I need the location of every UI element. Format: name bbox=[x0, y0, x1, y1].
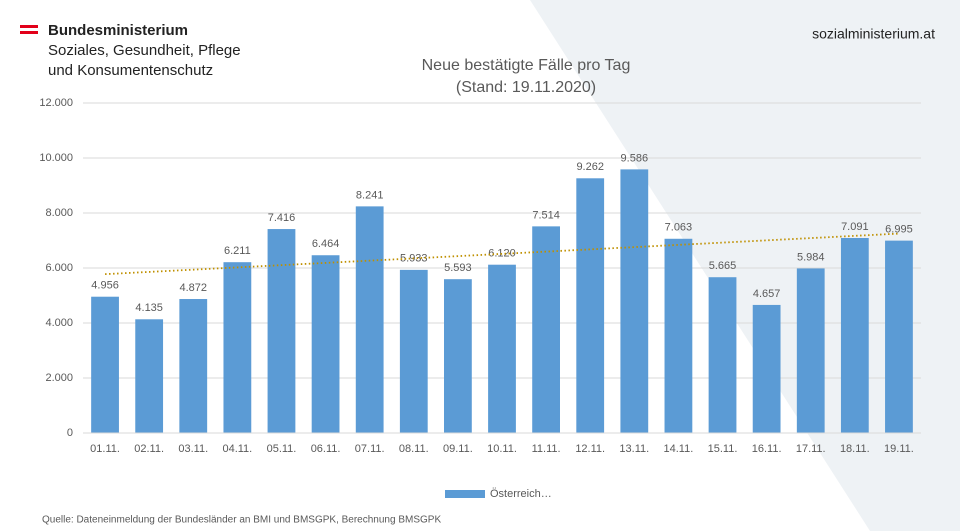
x-tick-label: 15.11. bbox=[708, 443, 738, 455]
bar bbox=[620, 169, 649, 433]
x-tick-label: 16.11. bbox=[752, 443, 782, 455]
x-tick-label: 09.11. bbox=[443, 443, 473, 455]
chart-title: Neue bestätigte Fälle pro Tag bbox=[422, 57, 631, 74]
x-tick-label: 08.11. bbox=[399, 443, 429, 455]
bar bbox=[267, 229, 296, 433]
x-tick-label: 02.11. bbox=[134, 443, 164, 455]
y-tick-label: 8.000 bbox=[45, 207, 73, 219]
bar bbox=[355, 206, 384, 433]
value-label: 8.241 bbox=[356, 189, 384, 201]
trend-line bbox=[105, 232, 899, 276]
x-tick-label: 06.11. bbox=[311, 443, 341, 455]
value-label: 4.956 bbox=[91, 280, 119, 292]
y-tick-label: 4.000 bbox=[45, 317, 73, 329]
x-tick-label: 13.11. bbox=[619, 443, 649, 455]
bar bbox=[708, 277, 737, 433]
bar bbox=[532, 226, 560, 433]
x-tick-label: 12.11. bbox=[575, 443, 605, 455]
y-tick-label: 10.000 bbox=[39, 152, 73, 164]
bar bbox=[488, 264, 516, 433]
x-tick-label: 19.11. bbox=[884, 443, 914, 455]
value-label: 5.593 bbox=[444, 262, 472, 274]
bar bbox=[91, 296, 119, 433]
value-label: 4.135 bbox=[135, 302, 163, 314]
value-label: 4.657 bbox=[753, 288, 781, 300]
x-tick-label: 18.11. bbox=[840, 443, 870, 455]
value-label: 7.416 bbox=[268, 212, 296, 224]
x-tick-label: 07.11. bbox=[355, 443, 385, 455]
y-tick-label: 0 bbox=[67, 427, 73, 439]
x-tick-label: 01.11. bbox=[90, 443, 120, 455]
x-tick-label: 10.11. bbox=[487, 443, 517, 455]
logo-flag bbox=[20, 25, 38, 28]
value-label: 5.665 bbox=[709, 260, 737, 272]
value-label: 9.586 bbox=[621, 152, 649, 164]
bar bbox=[223, 262, 252, 433]
x-tick-label: 17.11. bbox=[796, 443, 826, 455]
bar bbox=[752, 304, 781, 433]
ministry-name: Soziales, Gesundheit, Pflege bbox=[48, 42, 241, 59]
value-label: 4.872 bbox=[179, 282, 207, 294]
x-tick-label: 03.11. bbox=[178, 443, 208, 455]
value-label: 7.514 bbox=[532, 209, 560, 221]
value-label: 5.984 bbox=[797, 251, 825, 263]
legend-swatch bbox=[445, 490, 485, 498]
x-tick-label: 05.11. bbox=[267, 443, 297, 455]
ministry-name: Bundesministerium bbox=[48, 22, 188, 39]
y-tick-label: 6.000 bbox=[45, 262, 73, 274]
value-label: 7.091 bbox=[841, 221, 869, 233]
bar bbox=[399, 269, 428, 433]
value-label: 7.063 bbox=[665, 222, 693, 234]
bar bbox=[664, 238, 693, 433]
website: sozialministerium.at bbox=[812, 26, 935, 42]
bar bbox=[576, 178, 605, 433]
bar bbox=[840, 237, 869, 433]
logo-flag bbox=[20, 31, 38, 34]
x-tick-label: 14.11. bbox=[664, 443, 694, 455]
y-tick-label: 2.000 bbox=[45, 372, 73, 384]
bar bbox=[179, 299, 208, 433]
bar bbox=[311, 255, 340, 433]
value-label: 6.995 bbox=[885, 224, 913, 236]
legend-label: Österreich… bbox=[490, 488, 552, 500]
source: Quelle: Dateneinmeldung der Bundesländer… bbox=[42, 515, 441, 526]
x-tick-label: 04.11. bbox=[222, 443, 252, 455]
value-label: 6.464 bbox=[312, 238, 340, 250]
bar bbox=[444, 279, 472, 433]
bar bbox=[885, 240, 913, 433]
value-label: 9.262 bbox=[576, 161, 604, 173]
bar bbox=[796, 268, 825, 433]
value-label: 6.211 bbox=[224, 245, 251, 257]
x-tick-label: 11.11. bbox=[532, 443, 561, 455]
bar bbox=[135, 319, 164, 433]
chart-subtitle: (Stand: 19.11.2020) bbox=[456, 79, 596, 96]
ministry-name: und Konsumentenschutz bbox=[48, 62, 213, 79]
y-tick-label: 12.000 bbox=[39, 97, 73, 109]
